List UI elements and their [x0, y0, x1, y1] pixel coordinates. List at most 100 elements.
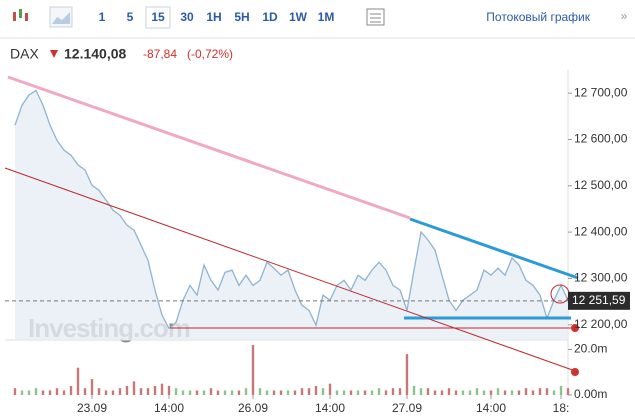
volume-bar	[69, 385, 73, 395]
more-button[interactable]: »	[621, 9, 628, 23]
volume-bar	[118, 388, 122, 395]
last-price-label: 12 251,59	[572, 293, 626, 307]
candles-icon[interactable]	[13, 9, 28, 21]
volume-bar	[146, 388, 150, 395]
volume-bar	[454, 390, 458, 395]
area-icon[interactable]	[49, 6, 73, 28]
settings-icon[interactable]	[366, 8, 385, 26]
y-tick-label: 12 500,00	[574, 178, 628, 192]
x-tick-label: 27.09	[392, 401, 422, 415]
change-percent: (-0,72%)	[187, 47, 233, 61]
down-arrow	[50, 50, 58, 58]
volume-bar	[104, 390, 108, 395]
volume-bar	[139, 388, 143, 395]
volume-bar	[503, 390, 507, 395]
volume-bar	[160, 383, 164, 395]
y-tick-label: 12 200,00	[574, 317, 628, 331]
volume-bar	[328, 383, 332, 395]
volume-bar	[356, 390, 360, 395]
selected-interval	[145, 6, 171, 29]
volume-bar	[293, 390, 297, 395]
volume-bar	[181, 390, 185, 395]
stream-link[interactable]: Потоковый график	[486, 10, 590, 24]
x-tick-label: 26.09	[238, 401, 268, 415]
volume-bar	[468, 390, 472, 395]
volume-bar	[209, 388, 213, 395]
volume-bar	[13, 388, 17, 395]
interval-button[interactable]: 1H	[206, 10, 221, 24]
volume-bar	[48, 390, 52, 395]
volume-bar	[27, 390, 31, 395]
volume-bar	[258, 388, 262, 395]
volume-bar	[370, 390, 374, 395]
interval-button[interactable]: 5	[127, 10, 134, 24]
interval-button[interactable]: 1D	[262, 10, 278, 24]
volume-bar	[153, 385, 157, 395]
volume-bar	[545, 388, 549, 395]
volume-bar	[90, 379, 94, 395]
change: -87,84	[143, 47, 177, 61]
volume-bar	[279, 390, 283, 395]
volume-bar	[34, 388, 38, 395]
last-price: 12.140,08	[64, 46, 126, 62]
x-tick-label: 14:00	[315, 401, 345, 415]
volume-bar	[321, 388, 325, 395]
volume-bar	[461, 390, 465, 395]
volume-bar	[426, 388, 430, 395]
volume-bar	[405, 354, 409, 395]
volume-bar	[188, 390, 192, 395]
y-tick-label: 12 700,00	[574, 85, 628, 99]
volume-bar	[384, 390, 388, 395]
x-tick-label: 14:00	[476, 401, 506, 415]
y2-tick-label: 20.0m	[574, 342, 607, 356]
interval-button[interactable]: 1W	[289, 10, 308, 24]
volume-bar	[314, 385, 318, 395]
last-price-box	[568, 291, 630, 310]
volume-bar	[433, 390, 437, 395]
volume-bar	[475, 388, 479, 395]
volume-bar	[412, 385, 416, 395]
volume-bar	[83, 388, 87, 395]
volume-bar	[482, 390, 486, 395]
interval-button[interactable]: 15	[151, 10, 165, 24]
volume-bar	[377, 388, 381, 395]
volume-bar	[531, 390, 535, 395]
volume-bar	[538, 388, 542, 395]
volume-bar	[510, 390, 514, 395]
volume-bar	[55, 388, 59, 395]
volume-bar	[125, 385, 129, 395]
volume-bar	[300, 388, 304, 395]
volume-bar	[335, 390, 339, 395]
volume-bar	[97, 388, 101, 395]
volume-bar	[419, 388, 423, 395]
x-tick-label: 18:	[553, 401, 570, 415]
volume-bar	[111, 390, 115, 395]
volume-bar	[517, 390, 521, 395]
volume-bar	[272, 390, 276, 395]
price-line	[14, 89, 569, 330]
y-tick-label: 12 300,00	[574, 271, 628, 285]
interval-button[interactable]: 30	[180, 10, 194, 24]
volume-bar	[286, 390, 290, 395]
volume-bar	[244, 388, 248, 395]
area	[15, 90, 568, 341]
interval-button[interactable]: 1	[99, 10, 106, 24]
volume-bar	[76, 367, 80, 395]
volume-bar	[216, 390, 220, 395]
volume-bar	[342, 390, 346, 395]
interval-button[interactable]: 1M	[318, 10, 335, 24]
volume-bar	[174, 388, 178, 395]
x-tick-label: 23.09	[77, 401, 107, 415]
x-tick-label: 14:00	[154, 401, 184, 415]
volume-bar	[251, 345, 255, 395]
y-tick-label: 12 400,00	[574, 224, 628, 238]
volume-bar	[363, 390, 367, 395]
volume-bar	[496, 388, 500, 395]
interval-button[interactable]: 5H	[234, 10, 249, 24]
volume-bar	[349, 390, 353, 395]
volume-bar	[237, 390, 241, 395]
volume-bar	[132, 381, 136, 395]
y2-tick-label: 0.00m	[574, 387, 607, 401]
volume-bar	[195, 390, 199, 395]
